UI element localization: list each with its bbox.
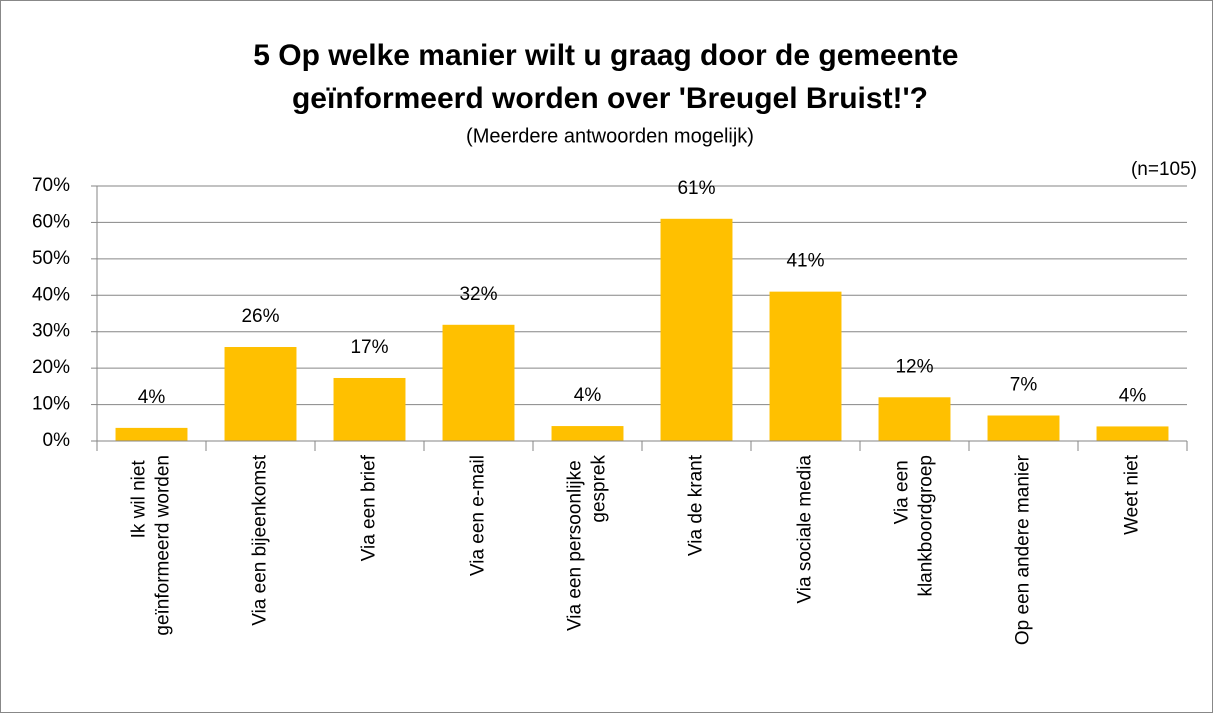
x-tick-label: Via een bijeenkomst bbox=[250, 454, 271, 625]
value-label: 12% bbox=[895, 356, 933, 377]
y-tick-label: 0% bbox=[43, 430, 71, 451]
bar bbox=[551, 426, 624, 441]
y-tick-label: 10% bbox=[32, 394, 70, 415]
bar bbox=[660, 218, 733, 441]
value-label: 7% bbox=[1010, 375, 1038, 396]
y-tick-label: 20% bbox=[32, 357, 70, 378]
x-tick-label: Weet niet bbox=[1122, 454, 1143, 535]
bar bbox=[115, 427, 188, 441]
value-label: 41% bbox=[786, 251, 824, 272]
bar bbox=[442, 324, 515, 441]
y-tick-label: 30% bbox=[32, 321, 70, 342]
bar bbox=[769, 291, 842, 441]
value-label: 17% bbox=[350, 337, 388, 358]
bar bbox=[333, 377, 406, 441]
x-tick-label: Via een klankboordgroep bbox=[892, 455, 937, 597]
x-tick-label: Ik wil niet geïnformeerd worden bbox=[129, 455, 174, 636]
value-label: 4% bbox=[1119, 385, 1147, 406]
bar bbox=[987, 415, 1060, 441]
x-tick-label: Via sociale media bbox=[795, 455, 816, 604]
chart-subtitle: (Meerdere antwoorden mogelijk) bbox=[466, 125, 754, 147]
bar bbox=[224, 347, 297, 441]
value-label: 4% bbox=[574, 385, 602, 406]
y-tick-label: 50% bbox=[32, 248, 70, 269]
x-tick-label: Via een persoonlijke gesprek bbox=[565, 455, 610, 632]
y-tick-label: 60% bbox=[32, 211, 70, 232]
x-tick-label: Op een andere manier bbox=[1013, 454, 1034, 645]
annotation: (n=105) bbox=[1131, 159, 1197, 180]
chart-title: 5 Op welke manier wilt u graag door de g… bbox=[253, 39, 967, 115]
value-label: 26% bbox=[241, 306, 279, 327]
bar bbox=[1096, 426, 1169, 441]
value-label: 4% bbox=[138, 387, 166, 408]
value-label: 32% bbox=[459, 284, 497, 305]
y-tick-label: 40% bbox=[32, 284, 70, 305]
value-label: 61% bbox=[677, 178, 715, 199]
x-tick-label: Via een brief bbox=[359, 454, 380, 561]
y-tick-label: 70% bbox=[32, 175, 70, 196]
bar bbox=[878, 397, 951, 441]
x-tick-label: Via een e-mail bbox=[468, 455, 489, 576]
x-tick-label: Via de krant bbox=[686, 454, 707, 556]
